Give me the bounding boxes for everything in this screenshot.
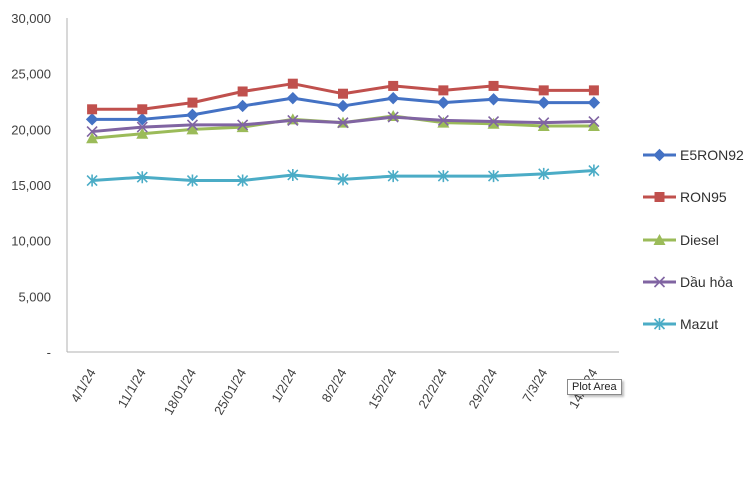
- series-dau-hoa[interactable]: [86, 111, 600, 138]
- data-point: [187, 97, 198, 108]
- data-point: [136, 113, 149, 126]
- x-tick-label: 11/1/24: [115, 366, 149, 410]
- data-point: [487, 93, 500, 106]
- data-point: [186, 123, 199, 135]
- legend-item[interactable]: Diesel: [643, 232, 719, 248]
- data-point: [86, 174, 98, 187]
- data-point: [136, 171, 148, 184]
- data-point: [487, 115, 500, 128]
- legend-marker: [653, 148, 666, 162]
- data-point: [85, 113, 99, 126]
- data-point: [537, 96, 550, 109]
- legend-label: Dầu hỏa: [680, 274, 733, 290]
- data-point: [538, 117, 550, 129]
- data-point: [387, 111, 399, 123]
- data-point: [286, 91, 300, 105]
- data-point: [337, 173, 349, 186]
- data-point: [237, 174, 249, 187]
- data-point: [336, 99, 350, 113]
- data-point: [437, 170, 449, 183]
- x-tick-label: 1/2/24: [268, 366, 299, 405]
- x-tick-label: 7/3/24: [519, 366, 550, 405]
- data-point: [287, 114, 299, 126]
- data-point: [538, 167, 550, 180]
- data-point: [186, 108, 199, 122]
- data-point: [86, 125, 98, 138]
- legend-label: Mazut: [680, 316, 718, 332]
- data-point: [87, 104, 98, 115]
- data-point: [287, 78, 298, 89]
- x-tick-label: 18/01/24: [161, 366, 199, 417]
- y-tick-label: 5,000: [18, 289, 51, 304]
- data-point: [437, 96, 450, 109]
- y-tick-label: 20,000: [11, 122, 51, 137]
- data-point: [287, 168, 299, 181]
- data-point: [186, 119, 199, 131]
- series-ron95[interactable]: [87, 78, 599, 115]
- data-point: [387, 170, 399, 183]
- data-point: [338, 88, 348, 99]
- data-point: [186, 174, 199, 187]
- data-point: [236, 99, 249, 113]
- x-tick-label: 25/01/24: [211, 366, 249, 417]
- legend-marker: [653, 234, 666, 245]
- data-point: [537, 119, 550, 131]
- legend-marker: [653, 318, 666, 330]
- data-point: [86, 132, 99, 144]
- data-point: [388, 80, 399, 91]
- data-point: [437, 116, 450, 128]
- legend-label: RON95: [680, 189, 727, 205]
- y-tick-label: 15,000: [11, 178, 51, 193]
- data-point: [487, 170, 500, 183]
- series-mazut[interactable]: [86, 164, 600, 187]
- data-point: [237, 86, 248, 97]
- y-tick-label: -: [47, 345, 51, 360]
- data-point: [237, 119, 249, 131]
- x-tick-label: 8/2/24: [319, 366, 350, 405]
- data-point: [337, 117, 349, 129]
- data-point: [136, 127, 149, 139]
- x-tick-label: 15/2/24: [365, 366, 400, 411]
- y-tick-label: 10,000: [11, 234, 51, 249]
- legend-label: E5RON92: [680, 147, 744, 163]
- legend-label: Diesel: [680, 232, 719, 248]
- data-point: [538, 85, 549, 96]
- legend-item[interactable]: RON95: [643, 189, 727, 205]
- data-point: [437, 114, 449, 126]
- data-point: [588, 85, 599, 96]
- legend-marker: [654, 192, 665, 202]
- data-point: [136, 121, 148, 133]
- legend-item[interactable]: Mazut: [643, 316, 718, 332]
- x-axis-ticks: 4/1/24 11/1/24 18/01/24 25/01/24 1/2/24 8/2/2…: [68, 366, 601, 417]
- data-point: [488, 80, 499, 91]
- data-point: [487, 117, 500, 129]
- y-tick-label: 25,000: [11, 67, 51, 82]
- x-tick-label: 29/2/24: [465, 366, 500, 411]
- series-layer: [85, 78, 601, 187]
- legend-item[interactable]: E5RON92: [643, 147, 744, 163]
- y-tick-label: 30,000: [11, 11, 51, 26]
- data-point: [587, 119, 600, 131]
- y-axis-ticks: 30,000 25,000 20,000 15,000 10,000 5,000 -: [11, 11, 51, 360]
- x-tick-label: 4/1/24: [68, 366, 99, 405]
- legend-marker: [653, 276, 666, 288]
- legend-item[interactable]: Dầu hỏa: [643, 274, 733, 290]
- data-point: [438, 85, 449, 96]
- legend[interactable]: E5RON92 RON95 Diesel Dầu hỏa Mazut: [643, 147, 744, 332]
- data-point: [588, 164, 600, 177]
- data-point: [236, 121, 249, 133]
- x-tick-label: 22/2/24: [415, 366, 450, 411]
- data-point: [588, 115, 600, 128]
- series-e5ron92[interactable]: [85, 91, 601, 126]
- data-point: [386, 91, 400, 105]
- data-point: [137, 104, 148, 115]
- data-point: [587, 96, 601, 109]
- plot-area-tooltip: Plot Area: [567, 379, 622, 395]
